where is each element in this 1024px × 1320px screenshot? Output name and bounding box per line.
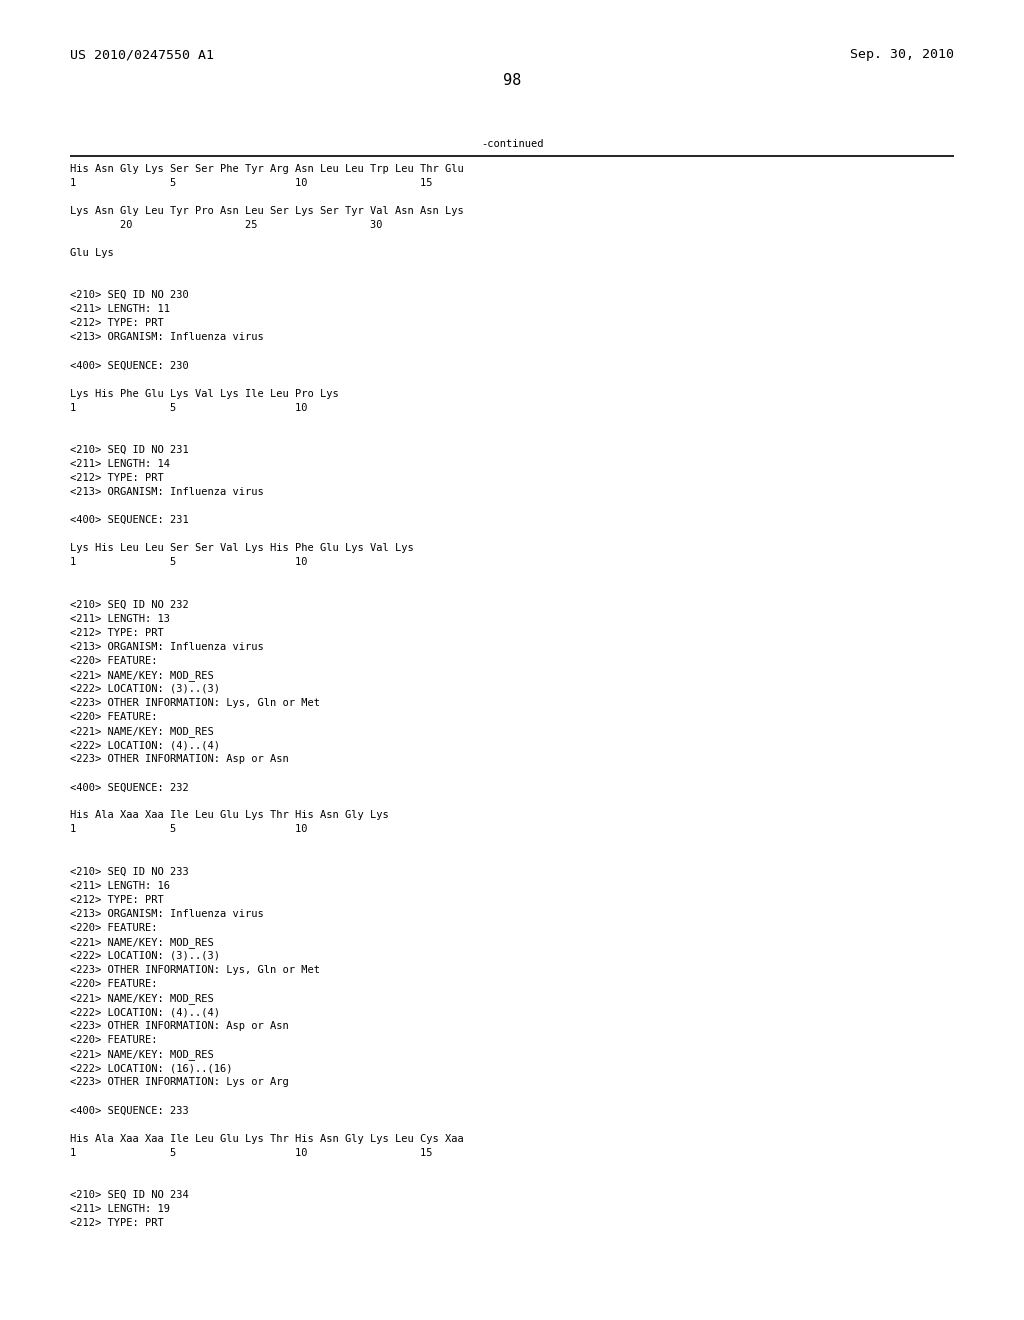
Text: <222> LOCATION: (4)..(4): <222> LOCATION: (4)..(4) [70,741,219,750]
Text: <221> NAME/KEY: MOD_RES: <221> NAME/KEY: MOD_RES [70,669,213,681]
Text: 1               5                   10: 1 5 10 [70,557,307,568]
Text: <223> OTHER INFORMATION: Lys or Arg: <223> OTHER INFORMATION: Lys or Arg [70,1077,289,1088]
Text: His Asn Gly Lys Ser Ser Phe Tyr Arg Asn Leu Leu Trp Leu Thr Glu: His Asn Gly Lys Ser Ser Phe Tyr Arg Asn … [70,164,464,174]
Text: <221> NAME/KEY: MOD_RES: <221> NAME/KEY: MOD_RES [70,726,213,737]
Text: <222> LOCATION: (3)..(3): <222> LOCATION: (3)..(3) [70,950,219,961]
Text: <220> FEATURE:: <220> FEATURE: [70,656,157,665]
Text: <221> NAME/KEY: MOD_RES: <221> NAME/KEY: MOD_RES [70,937,213,948]
Text: <212> TYPE: PRT: <212> TYPE: PRT [70,1218,164,1228]
Text: 1               5                   10: 1 5 10 [70,403,307,413]
Text: <222> LOCATION: (16)..(16): <222> LOCATION: (16)..(16) [70,1064,232,1073]
Text: <210> SEQ ID NO 230: <210> SEQ ID NO 230 [70,290,188,300]
Text: Sep. 30, 2010: Sep. 30, 2010 [850,49,954,61]
Text: <213> ORGANISM: Influenza virus: <213> ORGANISM: Influenza virus [70,487,263,498]
Text: Lys His Leu Leu Ser Ser Val Lys His Phe Glu Lys Val Lys: Lys His Leu Leu Ser Ser Val Lys His Phe … [70,544,414,553]
Text: <212> TYPE: PRT: <212> TYPE: PRT [70,318,164,329]
Text: <220> FEATURE:: <220> FEATURE: [70,979,157,989]
Text: <210> SEQ ID NO 231: <210> SEQ ID NO 231 [70,445,188,455]
Text: 20                  25                  30: 20 25 30 [70,220,382,230]
Text: <211> LENGTH: 14: <211> LENGTH: 14 [70,459,170,469]
Text: 1               5                   10                  15: 1 5 10 15 [70,1147,432,1158]
Text: <210> SEQ ID NO 232: <210> SEQ ID NO 232 [70,599,188,610]
Text: <211> LENGTH: 11: <211> LENGTH: 11 [70,305,170,314]
Text: 1               5                   10: 1 5 10 [70,825,307,834]
Text: Lys Asn Gly Leu Tyr Pro Asn Leu Ser Lys Ser Tyr Val Asn Asn Lys: Lys Asn Gly Leu Tyr Pro Asn Leu Ser Lys … [70,206,464,216]
Text: Lys His Phe Glu Lys Val Lys Ile Leu Pro Lys: Lys His Phe Glu Lys Val Lys Ile Leu Pro … [70,388,338,399]
Text: <210> SEQ ID NO 233: <210> SEQ ID NO 233 [70,866,188,876]
Text: <212> TYPE: PRT: <212> TYPE: PRT [70,473,164,483]
Text: <211> LENGTH: 13: <211> LENGTH: 13 [70,614,170,623]
Text: <212> TYPE: PRT: <212> TYPE: PRT [70,627,164,638]
Text: <222> LOCATION: (3)..(3): <222> LOCATION: (3)..(3) [70,684,219,694]
Text: His Ala Xaa Xaa Ile Leu Glu Lys Thr His Asn Gly Lys Leu Cys Xaa: His Ala Xaa Xaa Ile Leu Glu Lys Thr His … [70,1134,464,1143]
Text: Glu Lys: Glu Lys [70,248,114,257]
Text: <400> SEQUENCE: 233: <400> SEQUENCE: 233 [70,1106,188,1115]
Text: US 2010/0247550 A1: US 2010/0247550 A1 [70,49,214,61]
Text: <211> LENGTH: 19: <211> LENGTH: 19 [70,1204,170,1214]
Text: 98: 98 [503,73,521,88]
Text: <222> LOCATION: (4)..(4): <222> LOCATION: (4)..(4) [70,1007,219,1018]
Text: -continued: -continued [480,139,544,149]
Text: <400> SEQUENCE: 232: <400> SEQUENCE: 232 [70,783,188,792]
Text: <223> OTHER INFORMATION: Asp or Asn: <223> OTHER INFORMATION: Asp or Asn [70,1022,289,1031]
Text: <223> OTHER INFORMATION: Lys, Gln or Met: <223> OTHER INFORMATION: Lys, Gln or Met [70,698,319,708]
Text: <221> NAME/KEY: MOD_RES: <221> NAME/KEY: MOD_RES [70,993,213,1005]
Text: 1               5                   10                  15: 1 5 10 15 [70,178,432,187]
Text: <223> OTHER INFORMATION: Lys, Gln or Met: <223> OTHER INFORMATION: Lys, Gln or Met [70,965,319,975]
Text: His Ala Xaa Xaa Ile Leu Glu Lys Thr His Asn Gly Lys: His Ala Xaa Xaa Ile Leu Glu Lys Thr His … [70,810,388,820]
Text: <213> ORGANISM: Influenza virus: <213> ORGANISM: Influenza virus [70,333,263,342]
Text: <211> LENGTH: 16: <211> LENGTH: 16 [70,880,170,891]
Text: <220> FEATURE:: <220> FEATURE: [70,923,157,933]
Text: <400> SEQUENCE: 230: <400> SEQUENCE: 230 [70,360,188,371]
Text: <212> TYPE: PRT: <212> TYPE: PRT [70,895,164,904]
Text: <223> OTHER INFORMATION: Asp or Asn: <223> OTHER INFORMATION: Asp or Asn [70,754,289,764]
Text: <220> FEATURE:: <220> FEATURE: [70,711,157,722]
Text: <213> ORGANISM: Influenza virus: <213> ORGANISM: Influenza virus [70,908,263,919]
Text: <210> SEQ ID NO 234: <210> SEQ ID NO 234 [70,1189,188,1200]
Text: <400> SEQUENCE: 231: <400> SEQUENCE: 231 [70,515,188,525]
Text: <220> FEATURE:: <220> FEATURE: [70,1035,157,1045]
Text: <213> ORGANISM: Influenza virus: <213> ORGANISM: Influenza virus [70,642,263,652]
Text: <221> NAME/KEY: MOD_RES: <221> NAME/KEY: MOD_RES [70,1049,213,1060]
